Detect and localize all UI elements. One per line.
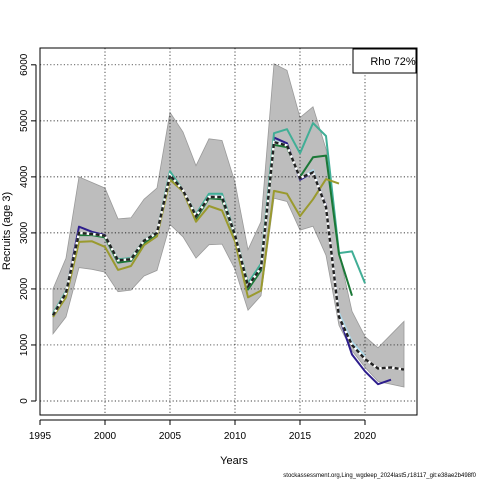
x-tick-label: 2010	[224, 431, 247, 442]
y-tick-label: 0	[19, 398, 30, 404]
y-tick-label: 4000	[19, 165, 30, 188]
x-tick-label: 2015	[289, 431, 312, 442]
x-tick-label: 1995	[29, 431, 52, 442]
x-tick-label: 2020	[354, 431, 377, 442]
x-tick-label: 2005	[159, 431, 182, 442]
y-tick-label: 6000	[19, 53, 30, 76]
series-layer	[51, 122, 405, 386]
y-tick-label: 5000	[19, 109, 30, 132]
plot-frame	[39, 47, 418, 416]
y-tick-label: 2000	[19, 277, 30, 300]
series-line-6	[51, 140, 405, 371]
legend-text: Rho 72%	[370, 56, 415, 68]
axis-layer: 1995 2000 2005 2010 2015 2020 0 1000 2000 3000 400…	[19, 53, 377, 442]
y-tick-label: 3000	[19, 221, 30, 244]
series-line-5	[52, 178, 340, 318]
legend: Rho 72%	[352, 48, 417, 74]
x-axis-title: Years	[220, 455, 248, 467]
caption: stockassessment.org,Ling_wgdeep_2024last…	[283, 473, 476, 479]
x-tick-label: 2000	[94, 431, 117, 442]
legend-box	[352, 48, 417, 74]
y-tick-label: 1000	[19, 333, 30, 356]
y-axis-title: Recruits (age 3)	[1, 192, 13, 270]
